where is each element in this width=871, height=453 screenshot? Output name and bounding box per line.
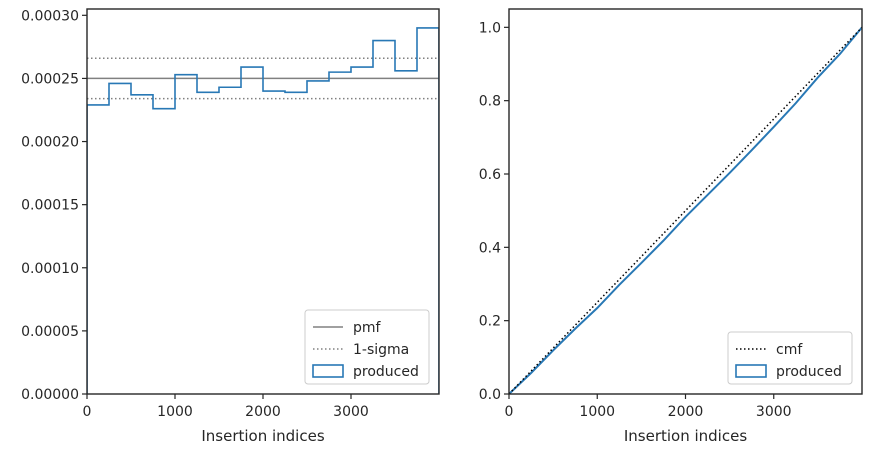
pmf-y-tick-label: 0.00005 [21, 324, 79, 340]
pmf-x-axis-label: Insertion indices [201, 427, 324, 445]
cmf-legend-key-box [735, 364, 767, 378]
produced-cumulative-series [509, 26, 862, 394]
cmf-legend-entry: produced [776, 364, 842, 380]
pmf-legend-entry: pmf [353, 320, 382, 336]
cmf-x-tick-label: 3000 [756, 404, 792, 420]
pmf-legend-entry: produced [353, 364, 419, 380]
cmf-x-tick-label: 0 [505, 404, 514, 420]
pmf-y-tick-label: 0.00020 [21, 135, 79, 151]
cmf-legend: cmf produced [727, 331, 853, 385]
cmf-y-tick-label: 0.4 [479, 240, 501, 256]
pmf-legend: pmf 1-sigma produced [304, 309, 430, 385]
pmf-legend-key-box [312, 364, 344, 378]
cmf-x-tick-label: 2000 [668, 404, 704, 420]
pmf-y-axis: 0.00000 0.00005 0.00010 0.00015 0.00020 0.000… [21, 8, 87, 403]
pmf-x-axis: 0 1000 2000 3000 [83, 394, 369, 420]
cmf-plot-content [509, 26, 862, 394]
cmf-y-tick-label: 0.2 [479, 314, 501, 330]
cmf-x-axis: 0 1000 2000 3000 [505, 394, 792, 420]
pmf-legend-entry: 1-sigma [353, 342, 409, 358]
cmf-x-axis-label: Insertion indices [624, 427, 747, 445]
pmf-x-tick-label: 0 [83, 404, 92, 420]
pmf-plot-content [87, 27, 439, 394]
pmf-y-tick-label: 0.00000 [21, 387, 79, 403]
pmf-y-tick-label: 0.00030 [21, 8, 79, 24]
pmf-x-tick-label: 1000 [157, 404, 193, 420]
cmf-line [509, 26, 862, 394]
cmf-legend-entry: cmf [776, 342, 803, 358]
cmf-y-axis: 0.0 0.2 0.4 0.6 0.8 1.0 [479, 20, 509, 403]
cmf-y-tick-label: 0.6 [479, 167, 501, 183]
cmf-y-tick-label: 0.0 [479, 387, 501, 403]
produced-step-series [87, 27, 439, 394]
pmf-y-tick-label: 0.00015 [21, 198, 79, 214]
cmf-y-tick-label: 1.0 [479, 20, 501, 36]
pmf-chart: 0.00000 0.00005 0.00010 0.00015 0.00020 0.000… [21, 8, 440, 445]
pmf-y-tick-label: 0.00010 [21, 261, 79, 277]
pmf-x-tick-label: 3000 [333, 404, 369, 420]
pmf-x-tick-label: 2000 [245, 404, 281, 420]
cmf-legend-frame [727, 331, 853, 385]
cmf-chart: 0.0 0.2 0.4 0.6 0.8 1.0 0 1000 2000 3000 Inserti… [479, 8, 863, 445]
pmf-y-tick-label: 0.00025 [21, 71, 79, 87]
cmf-x-tick-label: 1000 [579, 404, 615, 420]
cmf-y-tick-label: 0.8 [479, 94, 501, 110]
